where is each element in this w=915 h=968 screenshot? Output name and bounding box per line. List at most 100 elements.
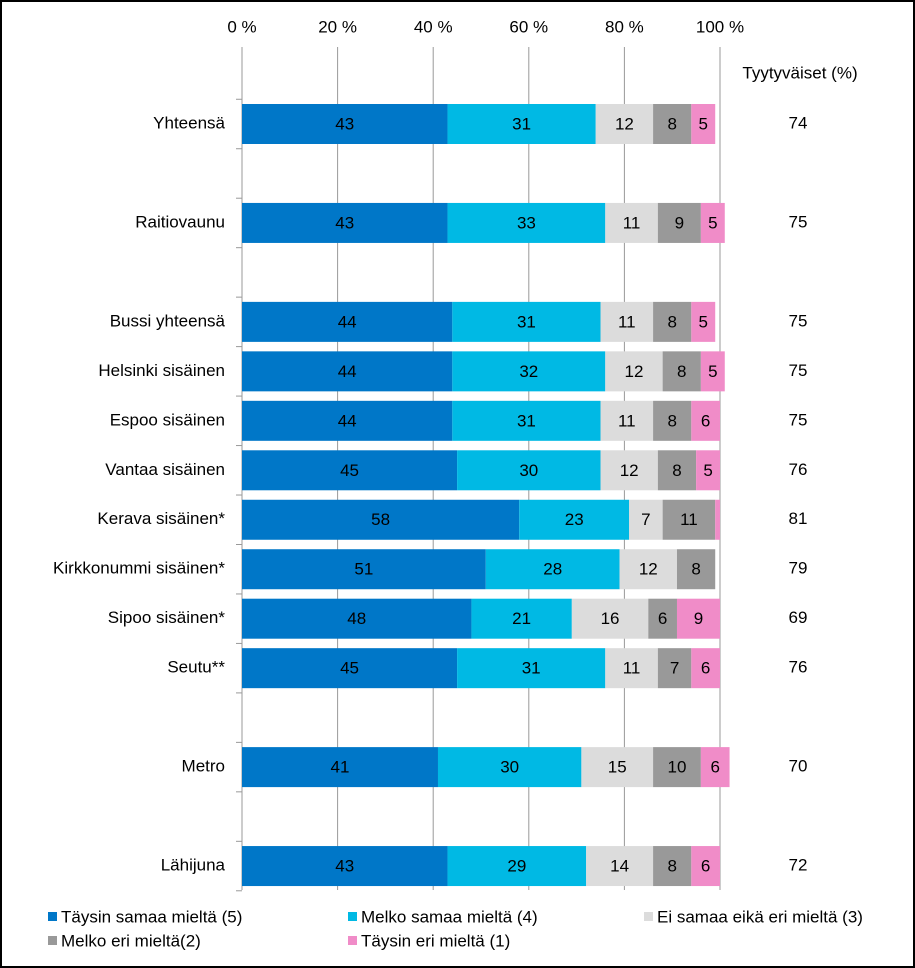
satisfied-value: 69 (789, 608, 808, 627)
bar-segment (242, 648, 458, 689)
data-label: 5 (699, 114, 708, 133)
bar-segment (653, 846, 692, 887)
bar-segment (457, 450, 601, 491)
bar-segment (619, 549, 677, 590)
bar-segment (452, 351, 606, 392)
bar-segment (700, 351, 725, 392)
category-label: Sipoo sisäinen* (108, 608, 226, 627)
data-label: 21 (512, 609, 531, 628)
data-label: 28 (543, 560, 562, 579)
data-label: 43 (335, 213, 354, 232)
data-label: 31 (517, 312, 536, 331)
category-label: Vantaa sisäinen (105, 460, 225, 479)
data-label: 6 (658, 609, 667, 628)
data-label: 8 (667, 857, 676, 876)
category-label: Raitiovaunu (135, 212, 225, 231)
bar-segment (457, 648, 606, 689)
legend-label: Melko samaa mieltä (4) (361, 907, 538, 926)
data-label: 9 (694, 609, 703, 628)
legend-label: Täysin eri mieltä (1) (361, 931, 510, 950)
bar-segment (519, 499, 630, 540)
data-label: 29 (507, 857, 526, 876)
data-label: 41 (331, 758, 350, 777)
bar-segment (242, 846, 448, 887)
bar-segment (691, 400, 720, 441)
data-label: 12 (624, 362, 643, 381)
bar-segment (447, 104, 596, 144)
satisfied-value: 75 (789, 410, 808, 429)
bar-segment (700, 202, 725, 243)
data-label: 12 (615, 114, 634, 133)
data-label: 23 (565, 510, 584, 529)
data-label: 44 (338, 362, 357, 381)
bar-segment (657, 450, 697, 491)
data-label: 6 (710, 758, 719, 777)
bar-segment (662, 499, 716, 540)
data-label: 8 (667, 312, 676, 331)
satisfied-value: 70 (789, 757, 808, 776)
legend-swatch (48, 912, 57, 921)
x-tick-label: 40 % (414, 17, 453, 36)
data-label: 5 (708, 213, 717, 232)
satisfied-value: 76 (789, 460, 808, 479)
data-label: 7 (670, 659, 679, 678)
satisfied-value: 75 (789, 361, 808, 380)
x-tick-label: 100 % (696, 17, 744, 36)
bar-segment (242, 747, 438, 788)
bar-segment (700, 747, 730, 788)
data-label: 12 (639, 560, 658, 579)
bar-segment (657, 648, 692, 689)
data-label: 51 (354, 560, 373, 579)
bar-segment (471, 598, 572, 639)
data-label: 48 (347, 609, 366, 628)
bar-segment (485, 549, 620, 590)
bar-segment (600, 301, 654, 342)
data-label: 45 (340, 461, 359, 480)
satisfied-value: 72 (789, 856, 808, 875)
data-label: 32 (519, 362, 538, 381)
satisfied-value: 75 (789, 212, 808, 231)
bar-segment (657, 202, 701, 243)
bar-segment (242, 400, 453, 441)
data-label: 6 (701, 411, 710, 430)
bar-segment (242, 598, 472, 639)
data-label: 11 (623, 659, 641, 678)
data-label: 10 (668, 758, 687, 777)
bar-segment (452, 301, 601, 342)
data-label: 31 (512, 114, 531, 133)
legend-label: Ei samaa eikä eri mieltä (3) (657, 907, 863, 926)
data-label: 58 (371, 510, 390, 529)
category-label: Bussi yhteensä (110, 311, 226, 330)
data-label: 8 (667, 114, 676, 133)
bar-segment (653, 747, 701, 788)
bar-segment (691, 846, 720, 887)
satisfied-value: 74 (789, 113, 808, 132)
bar-segment (581, 747, 654, 788)
legend-swatch (48, 936, 57, 945)
bar-segment (605, 202, 658, 243)
bar-segment (242, 104, 448, 144)
data-label: 11 (618, 411, 636, 430)
bar-segment (676, 549, 716, 590)
bar-segment (653, 104, 692, 144)
data-label: 43 (335, 857, 354, 876)
bar-segment (447, 202, 606, 243)
bar-segment (691, 104, 716, 144)
category-label: Kerava sisäinen* (97, 509, 225, 528)
data-label: 44 (338, 411, 357, 430)
data-label: 11 (680, 510, 698, 529)
data-label: 33 (517, 213, 536, 232)
satisfied-header: Tyytyväiset (%) (742, 63, 857, 82)
bar-segment (676, 598, 720, 639)
satisfied-value: 79 (789, 559, 808, 578)
data-label: 5 (703, 461, 712, 480)
data-label: 15 (608, 758, 627, 777)
bar-segment (242, 351, 453, 392)
category-label: Kirkkonummi sisäinen* (53, 559, 225, 578)
bar-segment (437, 747, 582, 788)
data-label: 30 (519, 461, 538, 480)
bar-segment (242, 549, 486, 590)
legend-swatch (348, 912, 357, 921)
